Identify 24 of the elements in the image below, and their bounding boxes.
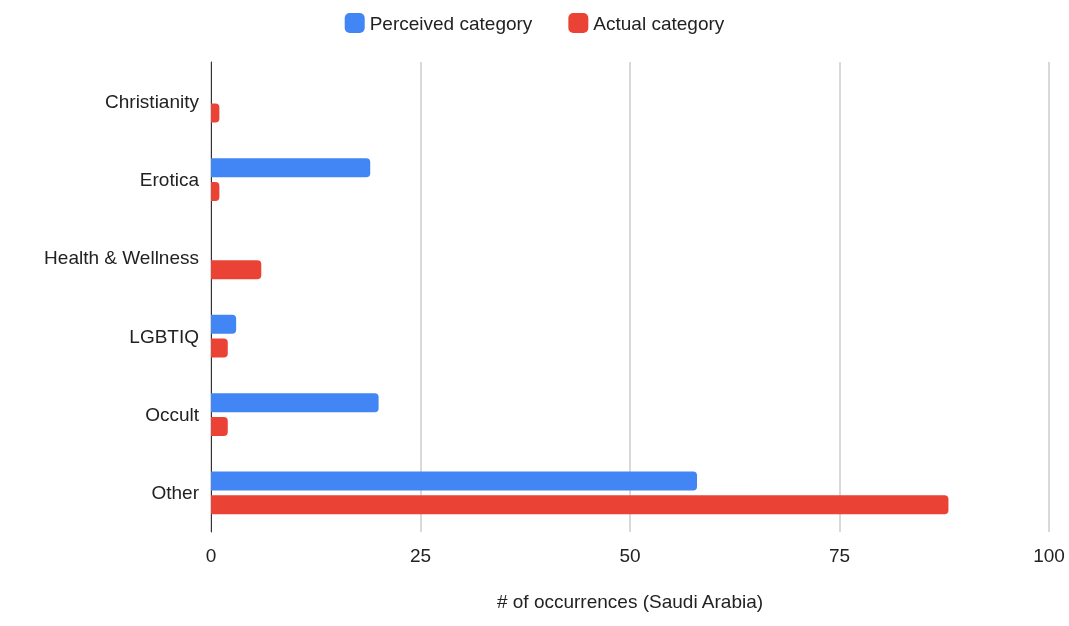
y-tick-label: Other — [151, 482, 200, 504]
x-tick-label: 25 — [409, 545, 432, 566]
bar — [211, 314, 237, 334]
bar — [211, 393, 379, 413]
bar — [211, 471, 698, 491]
bar — [211, 158, 371, 178]
legend-label: Actual category — [593, 12, 725, 34]
x-axis-title: # of occurrences (Saudi Arabia) — [496, 591, 764, 612]
x-tick-label: 100 — [1033, 545, 1065, 566]
bar — [211, 181, 220, 201]
y-tick-label: Erotica — [139, 169, 200, 190]
x-tick-label: 50 — [619, 545, 641, 566]
bar — [211, 338, 228, 358]
y-tick-label: Christianity — [105, 90, 200, 112]
x-tick-label: 75 — [828, 545, 851, 566]
y-tick-label: LGBTIQ — [129, 325, 199, 347]
bar — [211, 495, 949, 515]
y-tick-label: Occult — [145, 404, 200, 425]
bar — [211, 103, 220, 123]
x-tick-label: 0 — [205, 545, 217, 566]
y-tick-label: Health & Wellness — [44, 247, 199, 269]
bar — [211, 416, 228, 436]
legend-label: Perceived category — [369, 12, 533, 34]
bar — [211, 260, 262, 280]
